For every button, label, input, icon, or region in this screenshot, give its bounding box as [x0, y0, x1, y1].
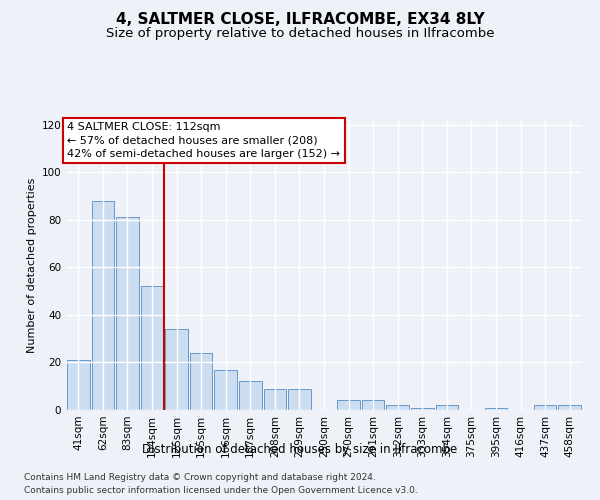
- Bar: [534, 405, 556, 410]
- Bar: [67, 360, 89, 410]
- Bar: [436, 405, 458, 410]
- Text: Distribution of detached houses by size in Ilfracombe: Distribution of detached houses by size …: [142, 442, 458, 456]
- Bar: [263, 388, 286, 410]
- Bar: [362, 400, 385, 410]
- Text: Contains HM Land Registry data © Crown copyright and database right 2024.: Contains HM Land Registry data © Crown c…: [24, 472, 376, 482]
- Bar: [337, 400, 360, 410]
- Text: 4 SALTMER CLOSE: 112sqm
← 57% of detached houses are smaller (208)
42% of semi-d: 4 SALTMER CLOSE: 112sqm ← 57% of detache…: [67, 122, 340, 159]
- Text: 4, SALTMER CLOSE, ILFRACOMBE, EX34 8LY: 4, SALTMER CLOSE, ILFRACOMBE, EX34 8LY: [116, 12, 484, 28]
- Text: Size of property relative to detached houses in Ilfracombe: Size of property relative to detached ho…: [106, 28, 494, 40]
- Text: Contains public sector information licensed under the Open Government Licence v3: Contains public sector information licen…: [24, 486, 418, 495]
- Bar: [92, 201, 114, 410]
- Y-axis label: Number of detached properties: Number of detached properties: [27, 178, 37, 352]
- Bar: [288, 388, 311, 410]
- Bar: [190, 353, 212, 410]
- Bar: [411, 408, 434, 410]
- Bar: [239, 382, 262, 410]
- Bar: [386, 405, 409, 410]
- Bar: [140, 286, 163, 410]
- Bar: [485, 408, 508, 410]
- Bar: [559, 405, 581, 410]
- Bar: [165, 329, 188, 410]
- Bar: [214, 370, 237, 410]
- Bar: [116, 218, 139, 410]
